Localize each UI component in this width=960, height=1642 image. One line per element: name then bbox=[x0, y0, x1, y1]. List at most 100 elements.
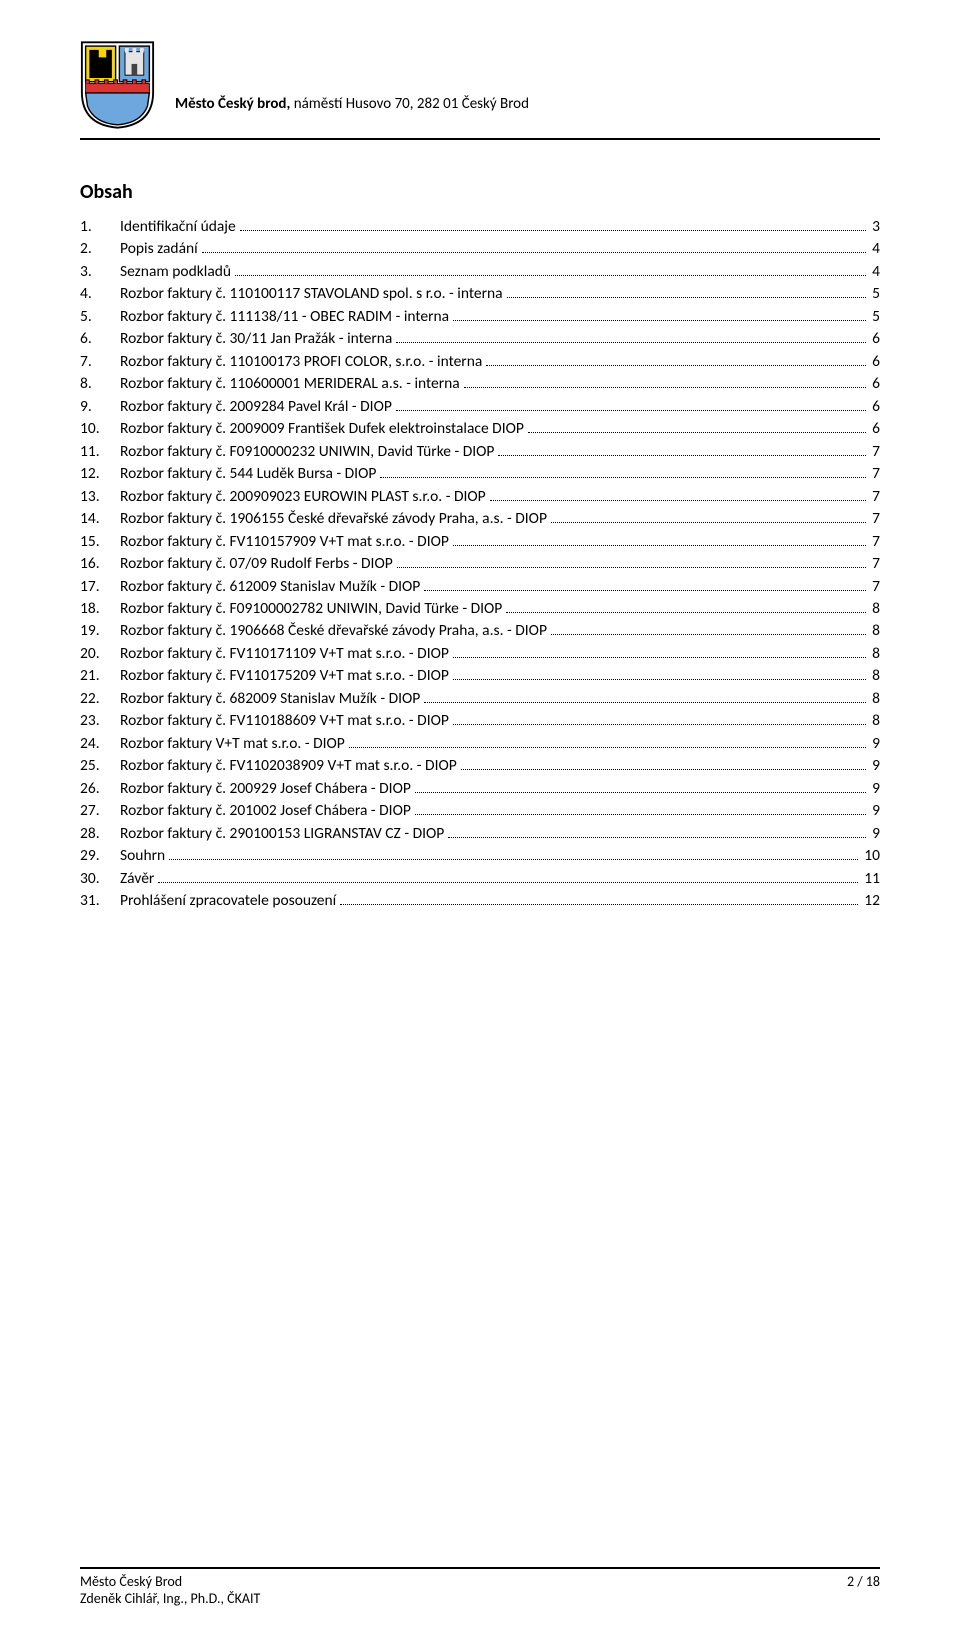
toc-leader-dots bbox=[340, 904, 858, 905]
toc-entry[interactable]: 25.Rozbor faktury č. FV1102038909 V+T ma… bbox=[80, 755, 880, 777]
toc-leader-dots bbox=[202, 252, 866, 253]
toc-entry[interactable]: 5.Rozbor faktury č. 111138/11 - OBEC RAD… bbox=[80, 306, 880, 328]
toc-entry-number: 31. bbox=[80, 890, 120, 912]
toc-entry-page: 9 bbox=[870, 800, 880, 822]
toc-entry-number: 28. bbox=[80, 823, 120, 845]
toc-entry[interactable]: 18.Rozbor faktury č. F09100002782 UNIWIN… bbox=[80, 598, 880, 620]
toc-entry-number: 30. bbox=[80, 868, 120, 890]
toc-leader-dots bbox=[396, 410, 866, 411]
toc-entry-number: 1. bbox=[80, 216, 120, 238]
toc-entry[interactable]: 28.Rozbor faktury č. 290100153 LIGRANSTA… bbox=[80, 823, 880, 845]
header-divider bbox=[80, 138, 880, 140]
toc-entry[interactable]: 11.Rozbor faktury č. F0910000232 UNIWIN,… bbox=[80, 441, 880, 463]
toc-entry-page: 11 bbox=[862, 868, 880, 890]
toc-leader-dots bbox=[551, 522, 866, 523]
toc-entry[interactable]: 6.Rozbor faktury č. 30/11 Jan Pražák - i… bbox=[80, 328, 880, 350]
toc-entry-page: 9 bbox=[870, 755, 880, 777]
toc-entry-label: Rozbor faktury č. 200909023 EUROWIN PLAS… bbox=[120, 486, 486, 508]
toc-entry-number: 24. bbox=[80, 733, 120, 755]
toc-entry-label: Rozbor faktury č. F09100002782 UNIWIN, D… bbox=[120, 598, 502, 620]
toc-leader-dots bbox=[486, 365, 866, 366]
toc-entry-number: 19. bbox=[80, 620, 120, 642]
footer-page-number: 2 / 18 bbox=[847, 1573, 880, 1607]
table-of-contents: 1.Identifikační údaje32.Popis zadání43.S… bbox=[80, 216, 880, 913]
toc-leader-dots bbox=[448, 837, 866, 838]
toc-entry-page: 7 bbox=[870, 508, 880, 530]
toc-entry-page: 10 bbox=[862, 845, 880, 867]
toc-entry[interactable]: 26.Rozbor faktury č. 200929 Josef Cháber… bbox=[80, 778, 880, 800]
toc-entry[interactable]: 23.Rozbor faktury č. FV110188609 V+T mat… bbox=[80, 710, 880, 732]
toc-entry-number: 23. bbox=[80, 710, 120, 732]
toc-entry[interactable]: 14.Rozbor faktury č. 1906155 České dřeva… bbox=[80, 508, 880, 530]
toc-entry-number: 3. bbox=[80, 261, 120, 283]
toc-leader-dots bbox=[415, 792, 866, 793]
toc-entry-page: 8 bbox=[870, 598, 880, 620]
toc-entry[interactable]: 9.Rozbor faktury č. 2009284 Pavel Král -… bbox=[80, 396, 880, 418]
toc-entry-page: 9 bbox=[870, 733, 880, 755]
toc-entry[interactable]: 21.Rozbor faktury č. FV110175209 V+T mat… bbox=[80, 665, 880, 687]
toc-leader-dots bbox=[349, 747, 866, 748]
toc-entry-label: Rozbor faktury č. 1906668 České dřevařsk… bbox=[120, 620, 547, 642]
toc-entry-label: Rozbor faktury č. FV110171109 V+T mat s.… bbox=[120, 643, 449, 665]
toc-entry[interactable]: 13.Rozbor faktury č. 200909023 EUROWIN P… bbox=[80, 486, 880, 508]
toc-leader-dots bbox=[240, 230, 866, 231]
toc-entry-page: 8 bbox=[870, 665, 880, 687]
toc-entry[interactable]: 7.Rozbor faktury č. 110100173 PROFI COLO… bbox=[80, 351, 880, 373]
toc-entry[interactable]: 15.Rozbor faktury č. FV110157909 V+T mat… bbox=[80, 531, 880, 553]
toc-entry[interactable]: 19.Rozbor faktury č. 1906668 České dřeva… bbox=[80, 620, 880, 642]
toc-entry-number: 2. bbox=[80, 238, 120, 260]
toc-leader-dots bbox=[551, 634, 866, 635]
toc-entry-label: Rozbor faktury V+T mat s.r.o. - DIOP bbox=[120, 733, 345, 755]
toc-entry-label: Rozbor faktury č. 682009 Stanislav Mužík… bbox=[120, 688, 420, 710]
toc-leader-dots bbox=[528, 432, 866, 433]
toc-entry-page: 9 bbox=[870, 823, 880, 845]
toc-entry[interactable]: 27.Rozbor faktury č. 201002 Josef Cháber… bbox=[80, 800, 880, 822]
toc-leader-dots bbox=[169, 859, 858, 860]
toc-entry[interactable]: 1.Identifikační údaje3 bbox=[80, 216, 880, 238]
toc-entry-number: 8. bbox=[80, 373, 120, 395]
toc-entry[interactable]: 31.Prohlášení zpracovatele posouzení12 bbox=[80, 890, 880, 912]
toc-entry-number: 12. bbox=[80, 463, 120, 485]
toc-entry-label: Rozbor faktury č. 110600001 MERIDERAL a.… bbox=[120, 373, 460, 395]
toc-entry-page: 6 bbox=[870, 373, 880, 395]
footer-author: Zdeněk Cihlář, Ing., Ph.D., ČKAIT bbox=[80, 1590, 260, 1607]
toc-entry[interactable]: 8.Rozbor faktury č. 110600001 MERIDERAL … bbox=[80, 373, 880, 395]
toc-entry-number: 21. bbox=[80, 665, 120, 687]
toc-entry-number: 10. bbox=[80, 418, 120, 440]
toc-entry[interactable]: 29.Souhrn10 bbox=[80, 845, 880, 867]
toc-entry[interactable]: 22.Rozbor faktury č. 682009 Stanislav Mu… bbox=[80, 688, 880, 710]
document-footer: Město Český Brod Zdeněk Cihlář, Ing., Ph… bbox=[80, 1567, 880, 1607]
toc-entry-label: Rozbor faktury č. 07/09 Rudolf Ferbs - D… bbox=[120, 553, 393, 575]
toc-entry[interactable]: 24.Rozbor faktury V+T mat s.r.o. - DIOP 9 bbox=[80, 733, 880, 755]
toc-entry[interactable]: 12.Rozbor faktury č. 544 Luděk Bursa - D… bbox=[80, 463, 880, 485]
toc-entry-label: Souhrn bbox=[120, 845, 165, 867]
toc-entry-number: 5. bbox=[80, 306, 120, 328]
toc-leader-dots bbox=[461, 769, 866, 770]
toc-entry-number: 20. bbox=[80, 643, 120, 665]
toc-leader-dots bbox=[415, 814, 866, 815]
toc-leader-dots bbox=[158, 882, 858, 883]
toc-entry-page: 4 bbox=[870, 261, 880, 283]
toc-entry[interactable]: 4.Rozbor faktury č. 110100117 STAVOLAND … bbox=[80, 283, 880, 305]
toc-entry[interactable]: 2.Popis zadání4 bbox=[80, 238, 880, 260]
toc-entry-label: Rozbor faktury č. FV1102038909 V+T mat s… bbox=[120, 755, 457, 777]
footer-city: Město Český Brod bbox=[80, 1573, 260, 1590]
toc-entry-label: Rozbor faktury č. 2009009 František Dufe… bbox=[120, 418, 524, 440]
toc-leader-dots bbox=[453, 679, 866, 680]
toc-entry-number: 16. bbox=[80, 553, 120, 575]
toc-entry[interactable]: 10.Rozbor faktury č. 2009009 František D… bbox=[80, 418, 880, 440]
toc-entry-number: 27. bbox=[80, 800, 120, 822]
toc-entry-page: 3 bbox=[870, 216, 880, 238]
toc-entry-label: Rozbor faktury č. 290100153 LIGRANSTAV C… bbox=[120, 823, 444, 845]
toc-entry[interactable]: 3.Seznam podkladů4 bbox=[80, 261, 880, 283]
toc-entry[interactable]: 20.Rozbor faktury č. FV110171109 V+T mat… bbox=[80, 643, 880, 665]
toc-leader-dots bbox=[464, 387, 866, 388]
toc-leader-dots bbox=[453, 320, 866, 321]
toc-entry[interactable]: 30.Závěr11 bbox=[80, 868, 880, 890]
toc-leader-dots bbox=[380, 477, 866, 478]
toc-leader-dots bbox=[453, 657, 866, 658]
toc-entry-page: 7 bbox=[870, 531, 880, 553]
toc-entry[interactable]: 16.Rozbor faktury č. 07/09 Rudolf Ferbs … bbox=[80, 553, 880, 575]
toc-entry[interactable]: 17.Rozbor faktury č. 612009 Stanislav Mu… bbox=[80, 576, 880, 598]
toc-entry-page: 7 bbox=[870, 553, 880, 575]
